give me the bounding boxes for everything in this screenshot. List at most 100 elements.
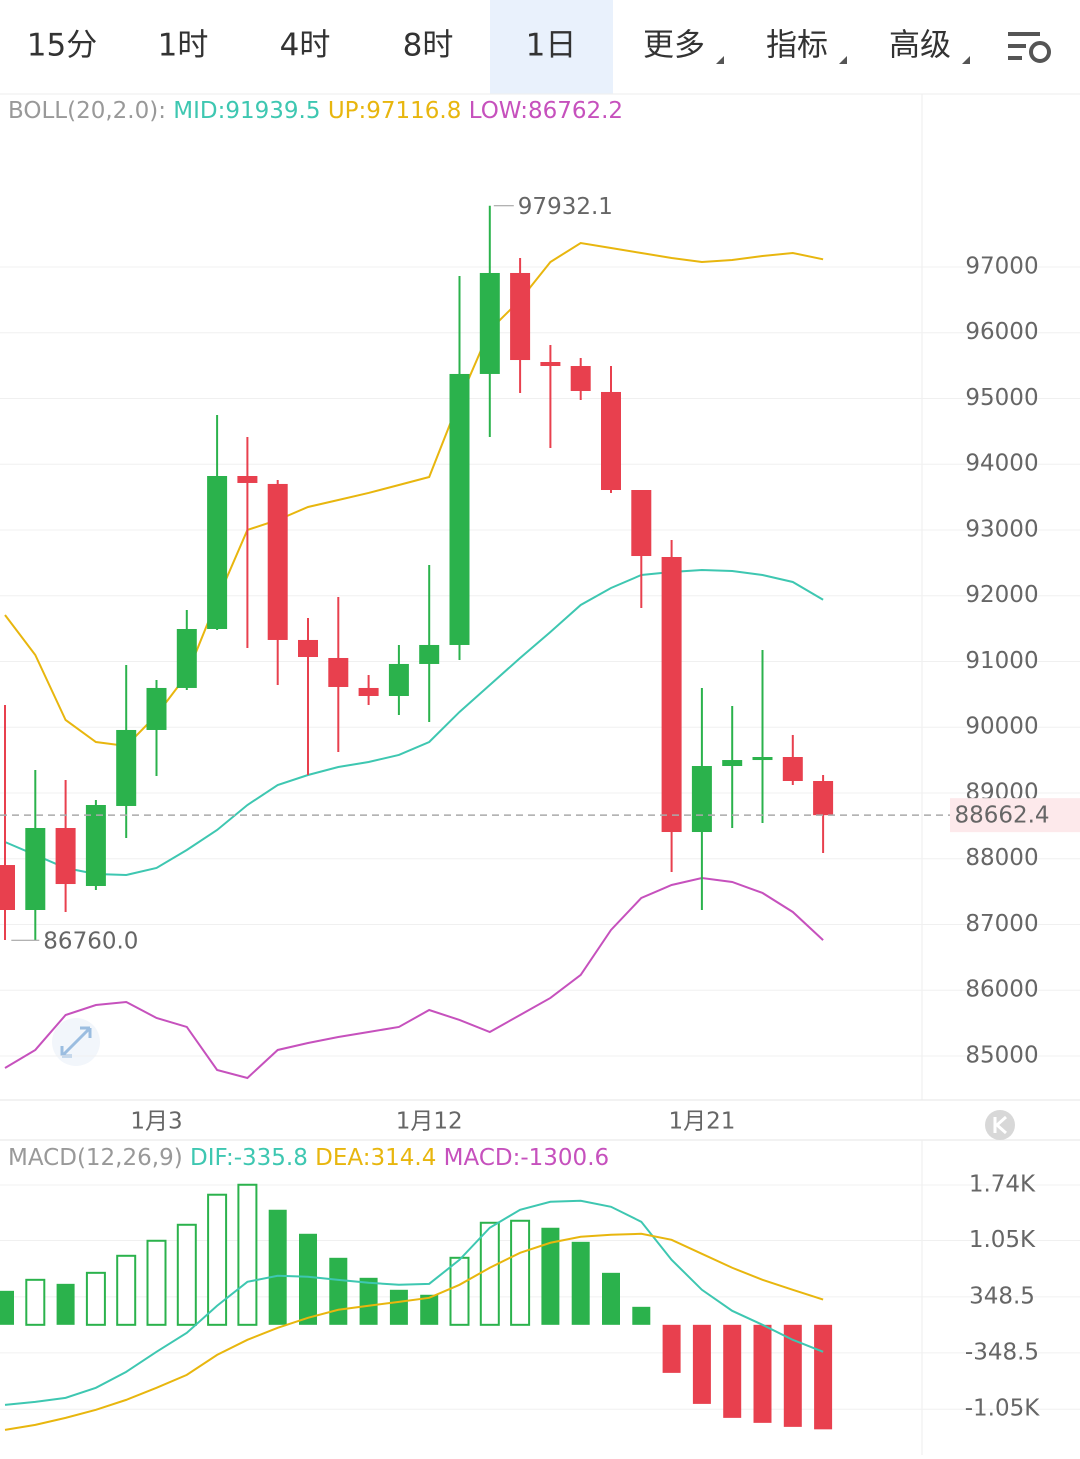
macd-bar	[176, 1223, 197, 1326]
macd-bar	[510, 1219, 531, 1326]
indicator-line	[4, 876, 824, 1080]
dropdown-arrows	[716, 56, 970, 64]
y-tick-label: 348.5	[969, 1283, 1035, 1309]
legend-value: 97116.8	[366, 98, 461, 124]
settings-icon[interactable]	[1008, 32, 1051, 63]
macd-bar	[329, 1257, 348, 1325]
candle-body	[207, 476, 228, 629]
legend-name: UP:	[328, 98, 366, 124]
y-tick-label: 1.05K	[969, 1227, 1036, 1253]
last-price-box	[950, 798, 1080, 833]
candle-body	[722, 760, 743, 767]
macd-bar	[359, 1277, 378, 1325]
indicator-line	[4, 241, 824, 748]
candle-body	[752, 757, 773, 761]
macd-line	[4, 1232, 824, 1431]
y-tick-label: 85000	[965, 1042, 1038, 1068]
tab[interactable]: 8时	[403, 28, 454, 64]
macd-bar	[479, 1221, 500, 1326]
macd-bar	[25, 1278, 46, 1326]
macd-bar	[420, 1294, 439, 1325]
y-tick-label: 88000	[965, 845, 1038, 871]
legend-value: -1300.6	[520, 1145, 609, 1171]
candle-body	[0, 865, 15, 910]
legend-title: MACD(12,26,9)	[8, 1145, 183, 1171]
legend: BOLL(20,2.0): MID:91939.5 UP:97116.8 LOW…	[8, 98, 623, 124]
candle-body	[116, 729, 137, 806]
macd-bar	[299, 1233, 317, 1325]
legend-title: BOLL(20,2.0):	[8, 98, 166, 124]
legend: MACD(12,26,9) DIF:-335.8 DEA:314.4 MACD:…	[8, 1145, 609, 1171]
candle-body	[388, 663, 409, 696]
legend-name: DEA:	[315, 1145, 370, 1171]
legend-name: DIF:	[190, 1145, 234, 1171]
y-tick-label: 86000	[965, 977, 1038, 1003]
x-tick-label: 1月12	[396, 1109, 463, 1135]
macd-bar	[237, 1183, 258, 1326]
last-price-label: 88662.4	[954, 803, 1049, 829]
tab[interactable]: 15分	[27, 28, 97, 64]
candle-body	[691, 766, 712, 833]
tab[interactable]: 指标	[766, 28, 828, 64]
y-tick-label: 1.74K	[969, 1172, 1036, 1198]
macd-bar	[85, 1271, 106, 1326]
tab[interactable]: 更多	[643, 28, 705, 64]
macd-bar	[389, 1289, 408, 1325]
y-tick-label: 95000	[965, 385, 1038, 411]
y-tick-label: 91000	[965, 648, 1038, 674]
y-tick-label: 97000	[965, 253, 1038, 279]
candle-body	[782, 757, 803, 781]
candle-body	[601, 391, 621, 491]
candle-body	[267, 483, 288, 640]
candle-body	[55, 828, 76, 885]
legend-value: 314.4	[370, 1145, 436, 1171]
macd-bar	[146, 1239, 167, 1326]
candle-body	[298, 639, 318, 658]
x-tick-label: 1月21	[668, 1109, 735, 1135]
y-tick-label: 96000	[965, 319, 1038, 345]
macd-bar	[753, 1324, 772, 1423]
candle-body	[328, 657, 349, 687]
candle-body	[479, 272, 500, 374]
indicator-line	[4, 569, 824, 877]
min-label: 86760.0	[43, 929, 138, 955]
candle-body	[25, 828, 46, 910]
y-tick-label: 93000	[965, 516, 1038, 542]
macd-bar	[814, 1324, 833, 1430]
macd-bar	[207, 1193, 228, 1326]
tab[interactable]: 高级	[889, 28, 951, 64]
legend-value: -335.8	[234, 1145, 308, 1171]
candle-body	[510, 272, 531, 361]
legend-name: MACD:	[444, 1145, 521, 1171]
k-button[interactable]	[985, 1110, 1015, 1140]
legend-value: 86762.2	[528, 98, 623, 124]
candle-body	[631, 490, 652, 557]
macd-bar	[723, 1324, 742, 1418]
candle-body	[146, 687, 167, 730]
tab[interactable]: 4时	[280, 28, 331, 64]
zoom-icon[interactable]	[52, 1018, 100, 1066]
legend-name: LOW:	[469, 98, 528, 124]
tab[interactable]: 1时	[158, 28, 209, 64]
candle-body	[570, 366, 591, 391]
candle-body	[813, 780, 834, 816]
x-tick-label: 1月3	[130, 1109, 182, 1135]
candle-body	[176, 628, 197, 688]
tab[interactable]: 1日	[526, 28, 577, 64]
macd-bar	[56, 1283, 75, 1325]
macd-line	[4, 1199, 824, 1406]
candle-body	[85, 804, 106, 886]
max-label: 97932.1	[518, 194, 613, 220]
candle-body	[540, 361, 561, 367]
macd-bar	[632, 1306, 651, 1325]
y-tick-label: -1.05K	[965, 1396, 1041, 1422]
candle-body	[449, 373, 470, 645]
macd-bar	[571, 1241, 590, 1325]
macd-bar	[602, 1272, 620, 1325]
y-tick-label: 90000	[965, 714, 1038, 740]
active-tab-bg	[490, 0, 613, 94]
macd-bar	[0, 1290, 14, 1325]
y-tick-label: 92000	[965, 582, 1038, 608]
